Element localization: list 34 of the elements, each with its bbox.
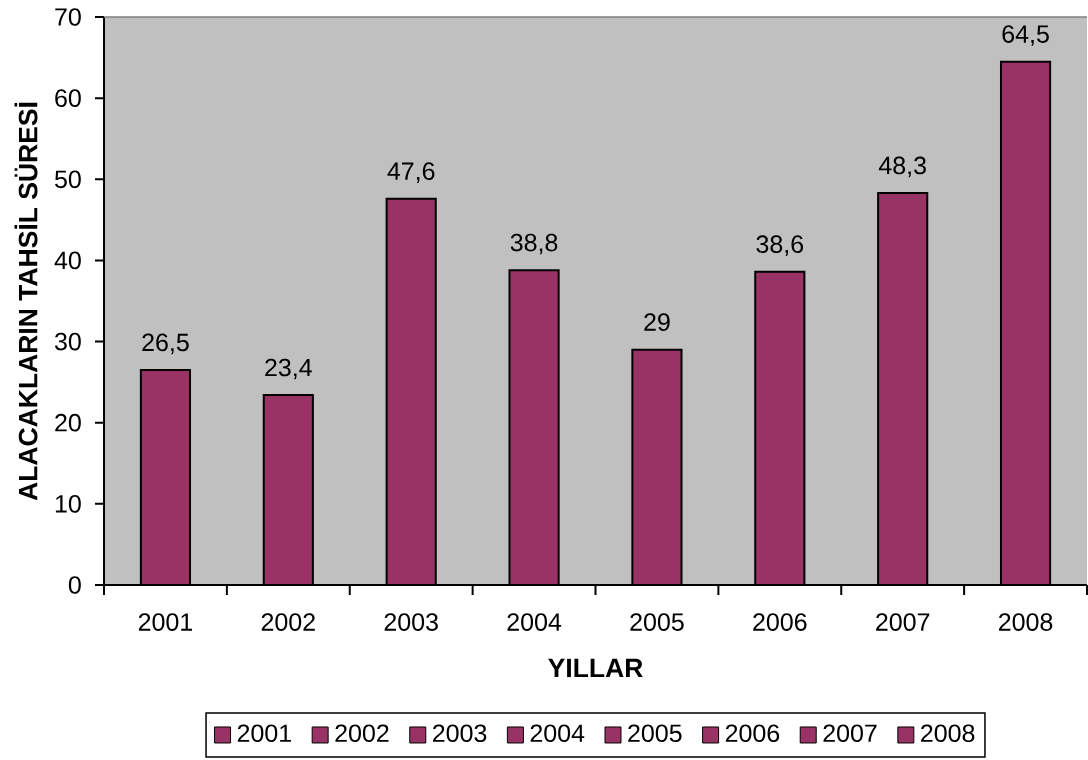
y-axis-title: ALACAKLARIN TAHSİL SÜRESİ [14,102,38,501]
x-tick-label: 2001 [138,613,193,631]
data-label: 47,6 [387,162,435,183]
x-tick-label: 2003 [384,613,438,631]
data-label: 38,6 [756,235,804,256]
y-tick-label: 0 [68,576,81,594]
data-label: 26,5 [142,333,189,355]
y-tick-label: 60 [55,89,81,107]
legend-label: 2008 [921,724,975,743]
x-tick-label: 2005 [630,613,684,631]
legend-label: 2002 [335,724,389,743]
x-tick-label: 2002 [261,613,315,631]
legend-label: 2004 [530,724,585,743]
x-axis-title: YILLAR [548,658,643,678]
legend-label: 2007 [823,724,877,743]
y-tick-label: 30 [54,332,81,351]
data-label: 38,8 [510,233,558,255]
y-tick-label: 40 [54,251,81,270]
x-tick-label: 2004 [507,613,562,631]
y-tick-label: 20 [55,413,81,432]
legend-label: 2006 [725,724,780,743]
y-tick-label: 50 [55,170,81,189]
x-tick-label: 2006 [753,613,807,631]
legend-label: 2005 [628,724,682,743]
legend-label: 2001 [237,724,291,743]
data-label: 23,4 [265,358,312,380]
data-label: 64,5 [1002,25,1049,46]
data-label: 48,3 [878,156,926,178]
y-tick-label: 70 [55,8,81,26]
x-tick-label: 2008 [999,613,1053,631]
y-tick-label: 10 [55,495,81,513]
legend-label: 2003 [433,724,487,743]
x-tick-label: 2007 [876,613,930,631]
data-label: 29 [644,313,670,331]
